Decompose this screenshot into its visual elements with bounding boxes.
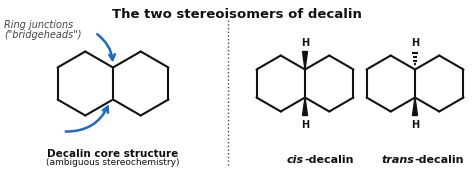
Text: -decalin: -decalin [414,155,464,165]
Text: H: H [411,119,419,130]
Polygon shape [302,98,308,116]
Text: The two stereoisomers of decalin: The two stereoisomers of decalin [112,8,362,21]
Polygon shape [302,52,308,70]
Text: H: H [301,38,309,47]
Text: ("bridgeheads"): ("bridgeheads") [4,30,82,40]
Text: H: H [301,119,309,130]
Polygon shape [412,98,418,116]
Text: (ambiguous stereochemistry): (ambiguous stereochemistry) [46,158,180,167]
Text: cis: cis [287,155,304,165]
Text: H: H [411,38,419,47]
Text: -decalin: -decalin [304,155,354,165]
Text: Decalin core structure: Decalin core structure [47,149,179,159]
Text: Ring junctions: Ring junctions [4,20,73,30]
Text: trans: trans [381,155,414,165]
